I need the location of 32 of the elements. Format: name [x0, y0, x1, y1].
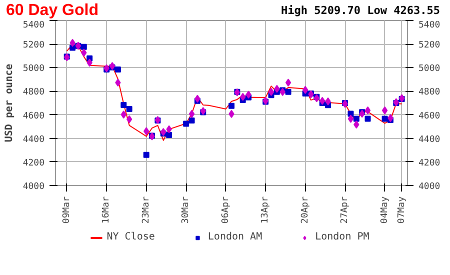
y-tick-label: 4000 — [22, 182, 45, 192]
y-tick-label: 4800 — [22, 88, 45, 98]
legend-label: NY Close — [106, 232, 155, 242]
x-tick-label: 09Mar — [62, 196, 72, 224]
x-tick-label: 07May — [396, 196, 407, 224]
x-tick-label: 16Mar — [102, 196, 112, 224]
x-tick-label: 23Mar — [141, 196, 152, 224]
x-tick-label: 27Apr — [340, 196, 350, 224]
y2-tick-label: 4400 — [418, 134, 440, 145]
x-tick-label: 20Apr — [300, 196, 310, 224]
y-tick-label: 5000 — [22, 64, 45, 74]
x-tick-label: 13Apr — [260, 196, 271, 224]
y2-tick-label: 4200 — [418, 158, 440, 168]
y-tick-label: 4400 — [22, 134, 45, 145]
y-tick-label: 5200 — [22, 40, 45, 51]
y2-tick-label: 4600 — [418, 111, 440, 122]
y2-tick-label: 5400 — [418, 20, 440, 30]
y2-tick-label: 5000 — [418, 64, 440, 74]
x-tick-label: 06Apr — [220, 196, 231, 224]
chart-subtitle: High 5209.70 Low 4263.55 — [281, 3, 440, 19]
x-tick-label: 04May — [380, 196, 390, 224]
y-tick-label: 4200 — [22, 158, 45, 168]
legend-label: London AM — [208, 232, 262, 242]
x-tick-label: 30Mar — [181, 196, 192, 224]
y2-tick-label: 4800 — [418, 88, 440, 98]
chart-title: 60 Day Gold — [6, 2, 98, 19]
y-tick-label: 5400 — [22, 20, 45, 30]
y2-tick-label: 5200 — [418, 40, 440, 51]
y-tick-label: 4600 — [22, 111, 45, 122]
y2-tick-label: 4000 — [418, 182, 440, 192]
y-axis-title: USD per ounce — [4, 64, 15, 142]
legend-label: London PM — [315, 232, 370, 242]
